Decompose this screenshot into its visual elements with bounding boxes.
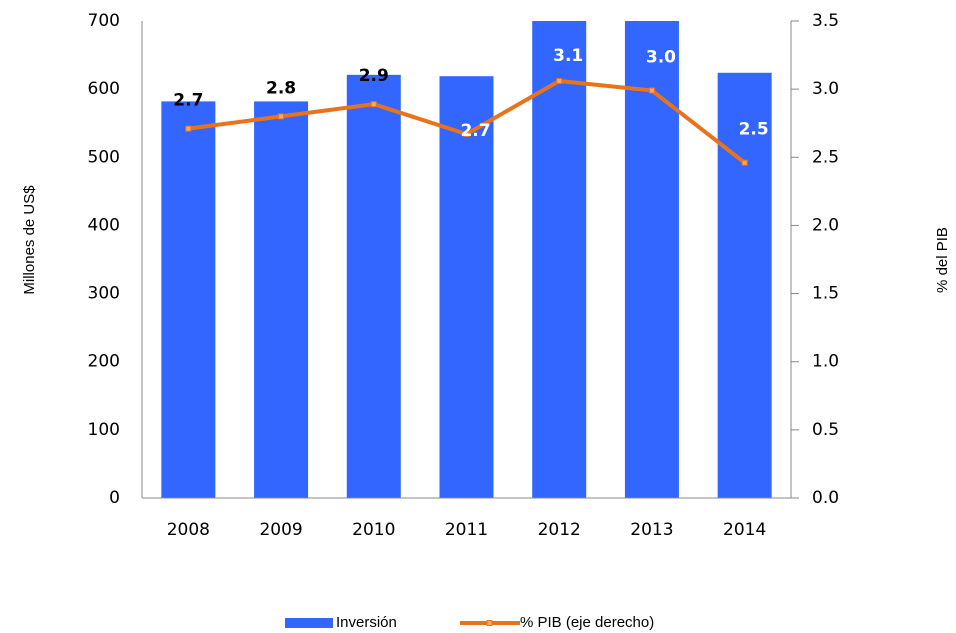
- point: [741, 159, 748, 166]
- bar: [254, 101, 309, 498]
- y2-tick-label: 2.0: [812, 215, 839, 235]
- y2-tick-label: 0.5: [812, 420, 839, 440]
- point: [556, 77, 563, 84]
- bar: [717, 72, 772, 498]
- data-label: 2.8: [266, 78, 296, 98]
- data-label: 2.7: [173, 91, 203, 111]
- point: [278, 113, 285, 120]
- legend-swatch: [486, 620, 493, 626]
- y2-tick-label: 3.5: [812, 11, 839, 31]
- y-tick-label: 500: [88, 147, 120, 167]
- x-tick-label: 2009: [259, 520, 302, 540]
- legend-label: % PIB (eje derecho): [520, 614, 654, 631]
- bar: [346, 74, 401, 498]
- point: [185, 125, 192, 132]
- x-tick-label: 2014: [723, 520, 766, 540]
- x-tick-label: 2010: [352, 520, 395, 540]
- legend-label: Inversión: [336, 614, 397, 631]
- x-tick-label: 2013: [630, 520, 673, 540]
- y2-tick-label: 0.0: [812, 488, 839, 508]
- y2-tick-label: 2.5: [812, 147, 839, 167]
- y-tick-label: 600: [88, 79, 120, 99]
- y2-tick-label: 1.0: [812, 352, 839, 372]
- y-tick-label: 400: [88, 215, 120, 235]
- point: [370, 101, 377, 108]
- data-label: 2.9: [359, 66, 389, 86]
- bar: [532, 21, 587, 498]
- bar: [624, 21, 679, 498]
- y-axis-title: Millones de US$: [21, 185, 38, 295]
- y-tick-label: 100: [88, 420, 120, 440]
- y2-tick-label: 3.0: [812, 79, 839, 99]
- y2-axis-title: % del PIB: [934, 227, 951, 293]
- bar: [439, 76, 494, 499]
- y-tick-label: 0: [109, 488, 120, 508]
- data-label: 2.7: [460, 121, 490, 141]
- x-tick-label: 2008: [167, 520, 210, 540]
- y-tick-label: 200: [88, 352, 120, 372]
- point: [463, 131, 470, 138]
- data-label: 2.5: [739, 120, 769, 140]
- y-tick-label: 300: [88, 284, 120, 304]
- legend-swatch: [285, 618, 333, 628]
- data-label: 3.0: [646, 48, 676, 68]
- y2-tick-label: 1.5: [812, 284, 839, 304]
- data-label: 3.1: [553, 46, 583, 66]
- point: [648, 87, 655, 94]
- x-tick-label: 2012: [538, 520, 581, 540]
- bar: [161, 101, 216, 498]
- x-tick-label: 2011: [445, 520, 488, 540]
- y-tick-label: 700: [88, 11, 120, 31]
